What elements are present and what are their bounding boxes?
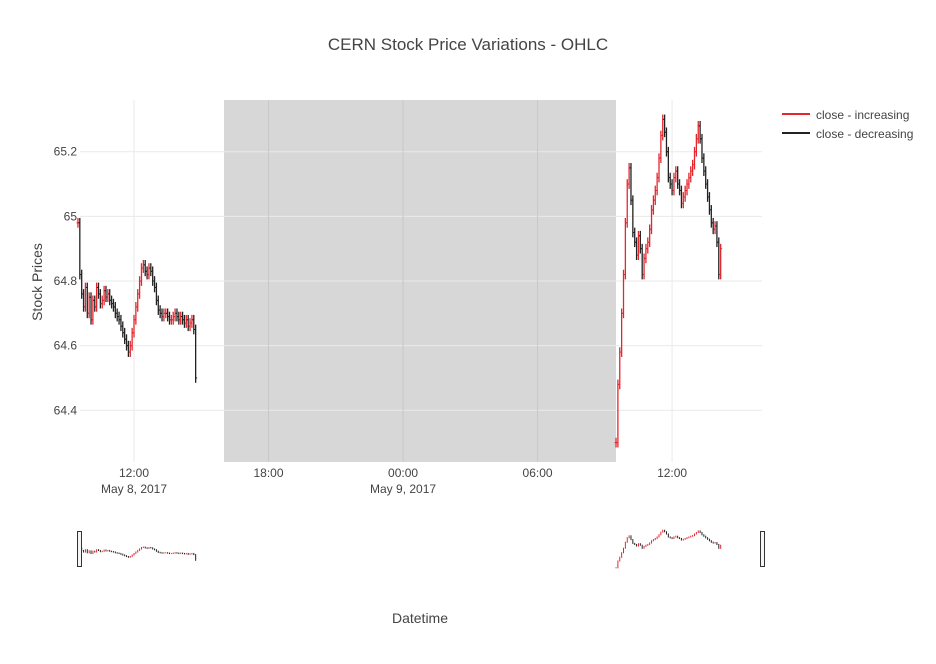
x-tick-label: 12:00 bbox=[119, 466, 149, 480]
legend[interactable]: close - increasing close - decreasing bbox=[782, 108, 913, 141]
y-axis-label: Stock Prices bbox=[29, 243, 45, 321]
legend-label-increasing: close - increasing bbox=[816, 108, 909, 122]
x-tick-label: 06:00 bbox=[523, 466, 553, 480]
slider-handle-left bbox=[77, 531, 82, 567]
plot-area: 64.4 64.6 64.8 65 65.2 12:00 May 8, 2017 18:00… bbox=[54, 100, 762, 496]
slider-handle-right bbox=[760, 531, 765, 567]
x-axis-label: Datetime bbox=[392, 610, 448, 626]
y-tick-label: 64.6 bbox=[54, 339, 78, 353]
ohlc-bars bbox=[76, 114, 723, 448]
chart-title: CERN Stock Price Variations - OHLC bbox=[328, 35, 608, 54]
y-axis-ticks: 64.4 64.6 64.8 65 65.2 bbox=[54, 145, 78, 418]
x-axis-ticks: 12:00 May 8, 2017 18:00 00:00 May 9, 2017 06:… bbox=[101, 466, 687, 496]
gridlines bbox=[80, 100, 762, 462]
legend-item-decreasing[interactable]: close - decreasing bbox=[782, 127, 913, 141]
y-tick-label: 65 bbox=[64, 209, 78, 223]
legend-item-increasing[interactable]: close - increasing bbox=[782, 108, 909, 122]
x-tick-sublabel: May 9, 2017 bbox=[370, 482, 436, 496]
legend-label-decreasing: close - decreasing bbox=[816, 127, 913, 141]
y-tick-label: 64.8 bbox=[54, 274, 78, 288]
range-slider[interactable] bbox=[77, 529, 765, 569]
x-tick-label: 18:00 bbox=[254, 466, 284, 480]
y-tick-label: 65.2 bbox=[54, 145, 78, 159]
x-tick-sublabel: May 8, 2017 bbox=[101, 482, 167, 496]
y-tick-label: 64.4 bbox=[54, 403, 78, 417]
x-tick-label: 00:00 bbox=[388, 466, 418, 480]
x-tick-label: 12:00 bbox=[657, 466, 687, 480]
